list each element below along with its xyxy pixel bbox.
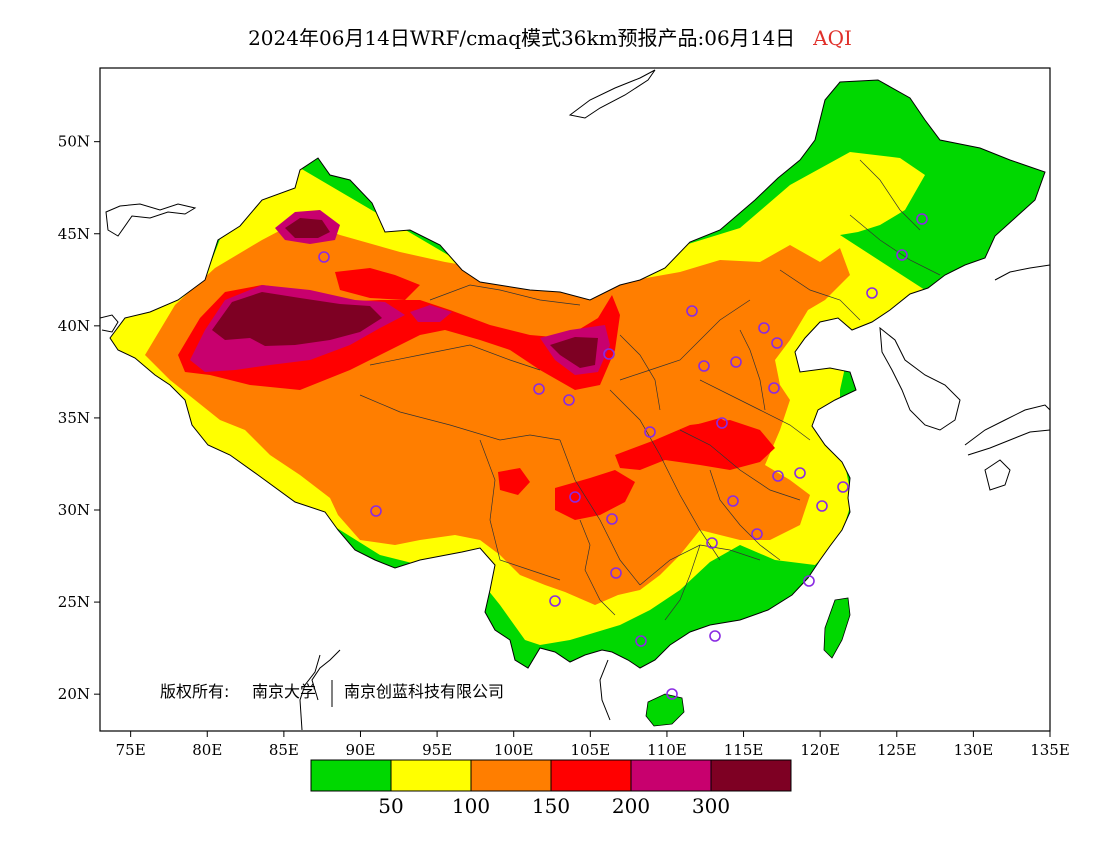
station-marker [549,595,561,607]
lat-tick-label: 45N [58,225,90,243]
legend-swatch [470,759,552,792]
station-marker [768,382,780,394]
station-marker [771,337,783,349]
station-marker [686,305,698,317]
map-frame [99,67,1051,732]
station-marker [318,251,330,263]
lon-tick-label: 75E [116,741,146,759]
legend-swatch [710,759,792,792]
station-marker [698,360,710,372]
legend-label: 100 [452,794,490,818]
aqi-level-hazardous [212,292,382,346]
title-main: 2024年06月14日WRF/cmaq模式36km预报产品:06月14日 [248,26,796,50]
lon-tick-label: 120E [800,741,840,759]
neighbor-coastlines [100,69,1050,731]
copyright-org2: 南京创蓝科技有限公司 [344,682,504,701]
legend-swatch [390,759,472,792]
station-marker [666,688,678,700]
station-marker [916,213,928,225]
lon-tick-label: 95E [422,741,452,759]
station-marker [727,495,739,507]
station-marker [751,528,763,540]
station-markers [318,213,928,700]
station-marker [866,287,878,299]
province-borders [359,159,941,621]
lat-tick-label: 20N [58,685,90,703]
copyright-org1: 南京大学 [252,682,316,701]
korean-peninsula [879,326,961,431]
lon-tick-label: 135E [1030,741,1070,759]
lon-tick-label: 105E [571,741,611,759]
station-marker [803,575,815,587]
lon-tick-label: 90E [345,741,375,759]
lat-tick-label: 40N [58,317,90,335]
lake-baikal [568,69,656,119]
station-marker [569,491,581,503]
legend-swatch [310,759,392,792]
station-marker [606,513,618,525]
lon-tick-label: 130E [954,741,994,759]
legend-swatch [630,759,712,792]
station-marker [730,356,742,368]
station-marker [794,467,806,479]
station-marker [563,394,575,406]
legend-label: 50 [378,794,403,818]
lat-tick-label: 30N [58,501,90,519]
lon-tick-label: 80E [192,741,222,759]
aqi-legend: 50 100 150 200 300 [310,759,792,818]
legend-label: 150 [532,794,570,818]
station-marker [816,500,828,512]
lat-tick-label: 50N [58,133,90,151]
title-variable: AQI [813,26,852,50]
legend-label: 200 [612,794,650,818]
latitude-axis: 50N 45N 40N 35N 30N 25N 20N [58,133,100,703]
lon-tick-label: 115E [724,741,764,759]
station-marker [706,537,718,549]
legend-swatch [550,759,632,792]
lat-tick-label: 35N [58,409,90,427]
lon-tick-label: 85E [269,741,299,759]
station-marker [603,348,615,360]
lon-tick-label: 100E [494,741,534,759]
station-marker [635,635,647,647]
station-marker [896,249,908,261]
station-marker [644,426,656,438]
taiwan-island [823,597,851,659]
station-marker [709,630,721,642]
lon-tick-label: 125E [877,741,917,759]
copyright-prefix: 版权所有: [160,682,229,701]
lon-tick-label: 110E [647,741,687,759]
legend-label: 300 [692,794,730,818]
station-marker [533,383,545,395]
station-marker [610,567,622,579]
station-marker [772,470,784,482]
lat-tick-label: 25N [58,593,90,611]
station-marker [758,322,770,334]
station-marker [837,481,849,493]
map-title: 2024年06月14日WRF/cmaq模式36km预报产品:06月14日 AQI [0,22,1100,51]
station-marker [370,505,382,517]
station-marker [716,417,728,429]
longitude-axis: 75E 80E 85E 90E 95E 100E 105E 110E 115E 120E 125E 1… [116,731,1070,759]
